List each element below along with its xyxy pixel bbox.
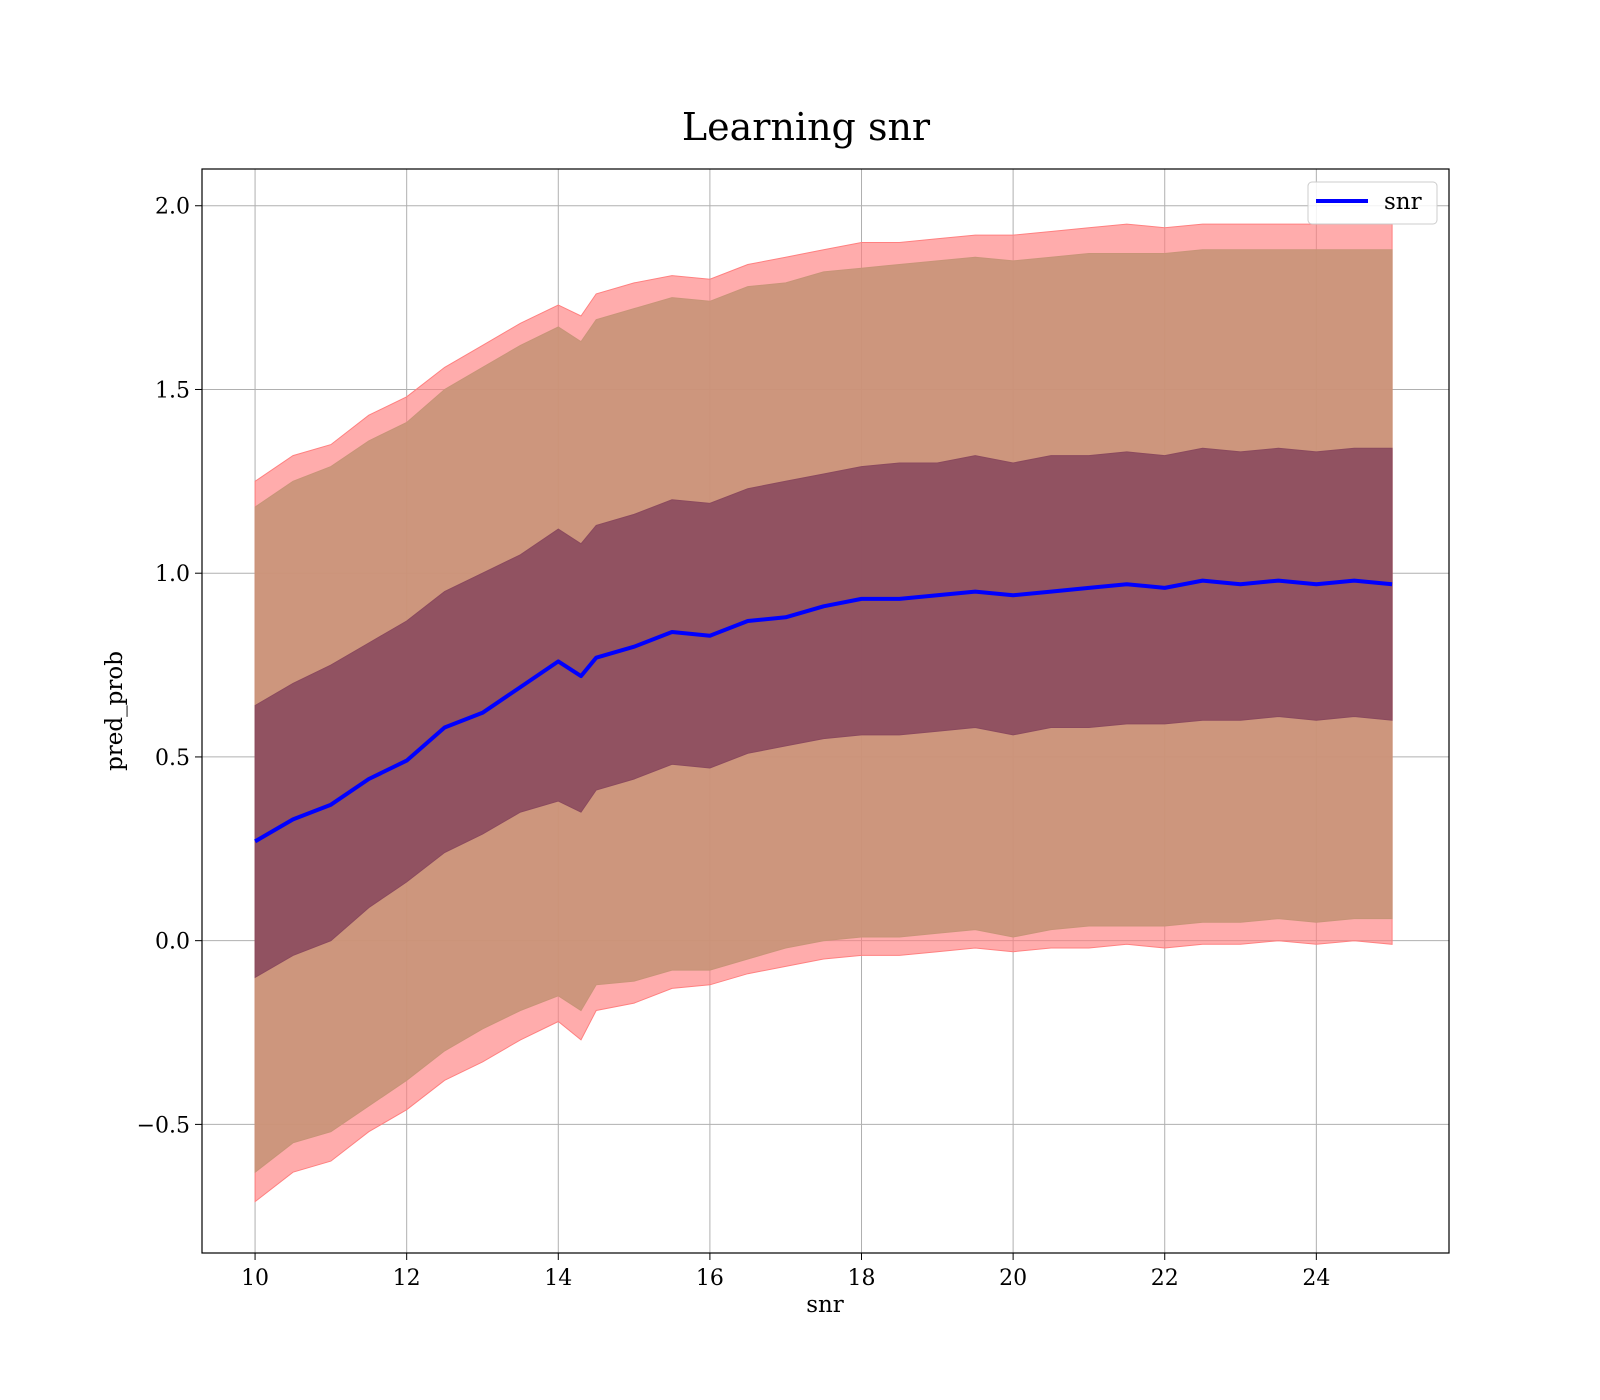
y-tick-label: −0.5: [137, 1113, 190, 1138]
band-1std: [254, 447, 1393, 979]
bands: [254, 223, 1393, 1203]
mean-lines: [254, 578, 1393, 844]
y-tick-label: 0.0: [155, 930, 190, 955]
x-tick-label: 24: [1302, 1266, 1330, 1291]
chart-title: Learning snr: [682, 105, 931, 149]
legend-box: [1307, 181, 1438, 225]
y-axis-ticks: −0.5 0.0 0.5 1.0 1.5 2.0: [137, 195, 202, 1138]
x-tick-label: 10: [241, 1266, 269, 1291]
x-tick-label: 20: [999, 1266, 1027, 1291]
x-tick-label: 18: [848, 1266, 876, 1291]
x-tick-label: 12: [393, 1266, 421, 1291]
x-axis-label: snr: [806, 1292, 844, 1318]
x-tick-label: 22: [1151, 1266, 1179, 1291]
x-tick-label: 16: [696, 1266, 724, 1291]
y-tick-label: 2.0: [155, 195, 190, 220]
y-tick-label: 1.0: [155, 562, 190, 587]
y-axis-label: pred_prob: [102, 651, 128, 771]
x-tick-label: 14: [544, 1266, 572, 1291]
plot-frame: [201, 168, 1450, 1254]
legend: snr: [1307, 181, 1438, 225]
legend-label: snr: [1384, 189, 1422, 215]
x-axis-ticks: 10 12 14 16 18 20 22 24: [241, 1253, 1330, 1291]
series-line-snr: [254, 578, 1393, 844]
y-tick-label: 0.5: [155, 746, 190, 771]
y-tick-label: 1.5: [155, 378, 190, 403]
